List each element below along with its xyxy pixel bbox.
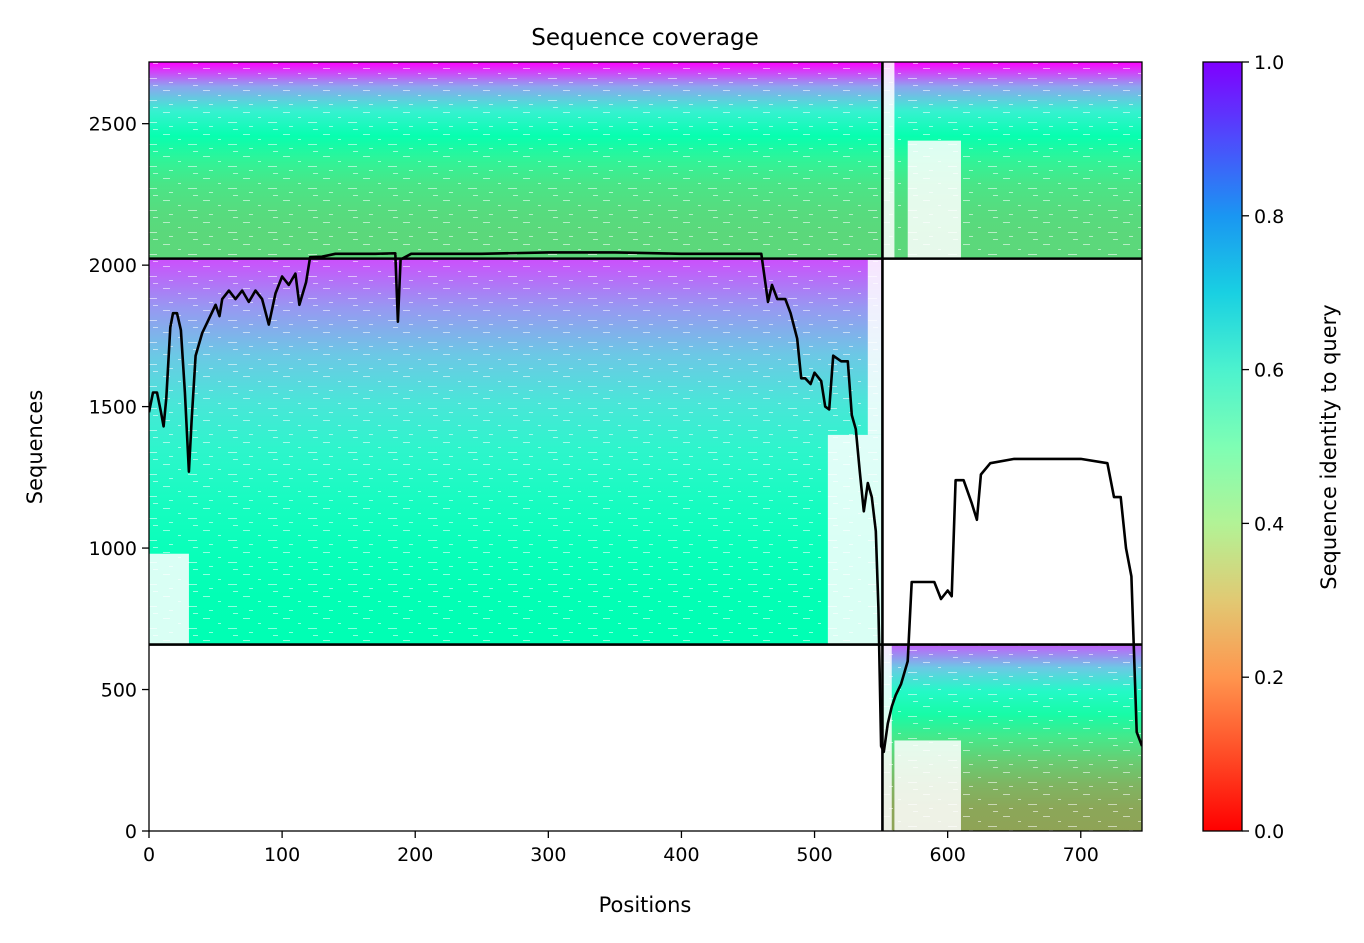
colorbar-tick-label: 1.0 [1254,52,1284,74]
y-tick-label: 500 [101,680,137,702]
x-tick-label: 300 [530,844,566,866]
coverage-gap [867,258,883,435]
x-tick-label: 700 [1063,844,1099,866]
coverage-gap [907,140,961,259]
colorbar-tick-label: 0.4 [1254,513,1284,535]
coverage-gap [894,740,961,831]
plot-frame [148,61,1143,832]
colorbar-tick-label: 0.6 [1254,360,1284,382]
colorbar-tick-label: 0.2 [1254,667,1284,689]
x-tick-label: 0 [143,844,155,866]
coverage-speckle [149,62,1142,259]
y-tick-label: 0 [125,821,137,843]
x-tick-label: 400 [663,844,699,866]
y-axis-label: Sequences [23,390,47,505]
x-tick-label: 100 [264,844,300,866]
x-axis-ticks: 0 100 200 300 400 500 600 700 [143,831,1099,866]
coverage-gap [827,434,883,645]
x-tick-label: 500 [796,844,832,866]
coverage-line [149,251,1142,754]
coverage-speckle [149,258,883,645]
y-tick-label: 2500 [89,114,137,136]
colorbar [1202,61,1243,832]
coverage-blocks [149,62,1142,831]
coverage-gap [882,62,895,259]
y-tick-label: 2000 [89,255,137,277]
colorbar-ticks: 0.0 0.2 0.4 0.6 0.8 1.0 [1242,52,1284,843]
coverage-gaps [149,62,961,831]
x-tick-label: 600 [930,844,966,866]
y-axis-ticks: 0 500 1000 1500 2000 2500 [89,114,149,843]
chain-boundaries [149,62,1142,831]
colorbar-tick-label: 0.0 [1254,821,1284,843]
colorbar-tick-label: 0.8 [1254,206,1284,228]
chart-title: Sequence coverage [531,25,759,51]
coverage-gap [149,553,189,645]
x-axis-label: Positions [599,893,692,917]
y-tick-label: 1500 [89,397,137,419]
x-tick-label: 200 [397,844,433,866]
y-tick-label: 1000 [89,538,137,560]
colorbar-label: Sequence identity to query [1317,304,1341,589]
